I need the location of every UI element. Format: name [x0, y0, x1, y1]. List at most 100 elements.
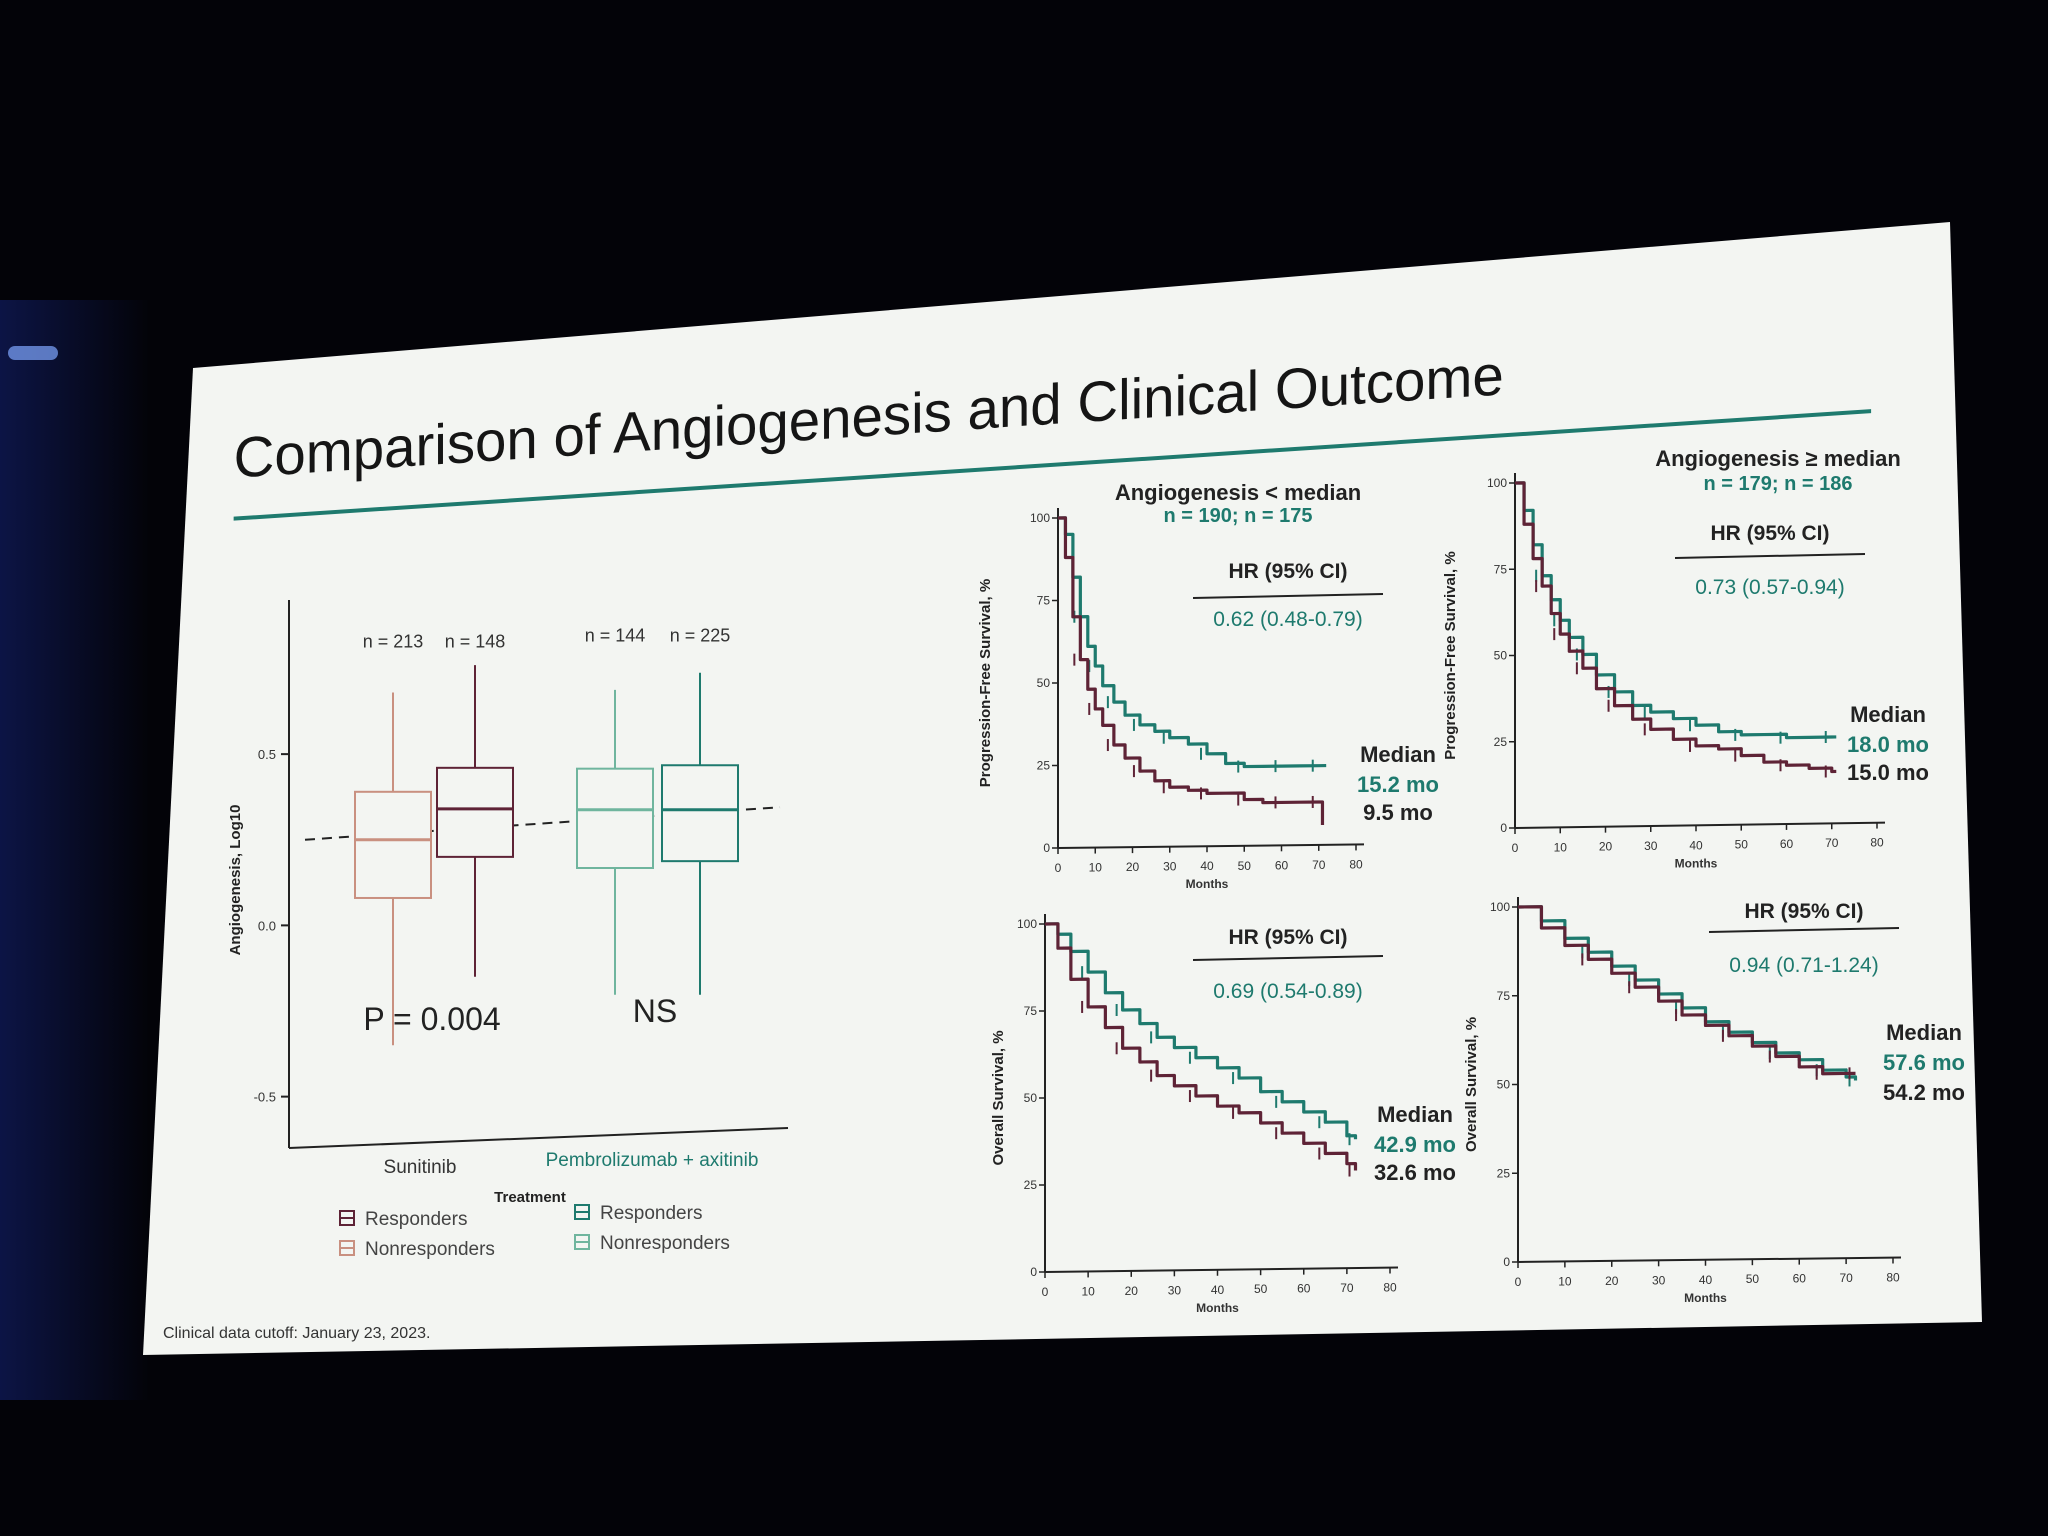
- hr-divider: [1192, 593, 1384, 599]
- box-responders-pembro: n = 144: [576, 626, 654, 995]
- km-x-tick-label: 70: [1839, 1271, 1853, 1285]
- km-x-tick-label: 40: [1211, 1283, 1225, 1297]
- km-x-tick-label: 80: [1383, 1281, 1397, 1295]
- km-x-tick-label: 80: [1870, 836, 1884, 850]
- km-x-tick-label: 30: [1163, 860, 1177, 874]
- km-x-tick-label: 0: [1042, 1285, 1049, 1299]
- km-x-label: Months: [1186, 877, 1229, 891]
- km-panel-2: 0 10 20 30 40 50 60 70 80 100 75 50 25 0 Months Progres…: [1442, 446, 1929, 870]
- km-curve-teal: [1517, 905, 1858, 1081]
- km-y-tick-label: 0: [1043, 841, 1050, 855]
- km-y-tick-label: 50: [1037, 676, 1051, 690]
- y-tick-label: 0.5: [258, 747, 276, 762]
- median-value-maroon: 9.5 mo: [1363, 800, 1433, 825]
- km-x-tick-label: 40: [1699, 1273, 1713, 1287]
- box-n-label: n = 213: [363, 632, 424, 652]
- km-x-tick-label: 50: [1254, 1282, 1268, 1296]
- hr-label: HR (95% CI): [1710, 522, 1829, 545]
- legend-item-responders: Responders: [574, 1203, 702, 1224]
- median-value-teal: 57.6 mo: [1883, 1050, 1965, 1075]
- hr-divider: [1708, 927, 1900, 933]
- km-panel-n: n = 190; n = 175: [1164, 505, 1313, 527]
- km-y-tick-label: 0: [1503, 1255, 1510, 1269]
- km-x-axis: [1044, 1266, 1399, 1273]
- km-y-tick-label: 50: [1494, 649, 1508, 663]
- km-x-tick-label: 10: [1089, 861, 1103, 875]
- stage-background-light: [0, 300, 150, 1400]
- km-panel-3: 0 10 20 30 40 50 60 70 80 100 75 50 25 0 Months Overall…: [990, 914, 1456, 1315]
- y-tick-label: 0.0: [258, 918, 276, 933]
- km-x-tick-label: 50: [1238, 859, 1252, 873]
- legend-item-responders: Responders: [339, 1209, 467, 1230]
- km-x-label: Months: [1684, 1291, 1727, 1305]
- hr-label: HR (95% CI): [1228, 926, 1347, 949]
- km-y-tick-label: 0: [1030, 1265, 1037, 1279]
- km-x-tick-label: 50: [1746, 1272, 1760, 1286]
- legend-item-nonresponders: Nonresponders: [574, 1233, 730, 1254]
- hr-divider: [1674, 553, 1866, 559]
- median-value-teal: 42.9 mo: [1374, 1132, 1456, 1157]
- km-x-tick-label: 30: [1644, 839, 1658, 853]
- median-value-teal: 15.2 mo: [1357, 772, 1439, 797]
- boxplot-panel: Angiogenesis, Log10 0.5 0.0 -0.5 n = 213 n …: [227, 600, 789, 1260]
- km-x-tick-label: 0: [1515, 1275, 1522, 1289]
- km-y-tick-label: 75: [1024, 1004, 1038, 1018]
- p-value-sunitinib: P = 0.004: [363, 1001, 500, 1037]
- km-x-label: Months: [1675, 856, 1718, 870]
- legend-item-nonresponders: Nonresponders: [339, 1239, 495, 1260]
- km-y-label: Overall Survival, %: [1463, 1017, 1480, 1152]
- km-curve-teal: [1044, 922, 1358, 1140]
- km-x-tick-label: 30: [1168, 1283, 1182, 1297]
- legend-label: Nonresponders: [600, 1233, 730, 1254]
- category-sunitinib: Sunitinib: [384, 1157, 457, 1178]
- hr-value: 0.73 (0.57-0.94): [1695, 576, 1844, 599]
- km-x-tick-label: 20: [1605, 1274, 1619, 1288]
- km-x-axis: [1517, 1256, 1902, 1263]
- km-x-tick-label: 60: [1793, 1272, 1807, 1286]
- km-x-axis: [1514, 821, 1886, 829]
- km-curve-maroon: [1517, 905, 1856, 1076]
- hr-divider: [1192, 955, 1384, 961]
- box-nonresponders-sunitinib: n = 213: [354, 632, 432, 1046]
- slide-screen: [143, 222, 1982, 1355]
- box-n-label: n = 144: [585, 626, 646, 646]
- km-y-tick-label: 50: [1497, 1078, 1511, 1092]
- km-curve-maroon: [1514, 481, 1837, 774]
- km-x-tick-label: 70: [1312, 858, 1326, 872]
- km-panel-header: Angiogenesis < median: [1115, 480, 1361, 505]
- footnote: Clinical data cutoff: January 23, 2023.: [163, 1325, 430, 1342]
- median-label: Median: [1360, 742, 1436, 767]
- median-label: Median: [1377, 1102, 1453, 1127]
- km-x-tick-label: 10: [1081, 1284, 1095, 1298]
- km-x-tick-label: 10: [1558, 1274, 1572, 1288]
- km-y-tick-label: 25: [1024, 1178, 1038, 1192]
- box-responders-sunitinib: n = 148: [436, 632, 514, 977]
- stage-led: [8, 346, 58, 360]
- km-x-tick-label: 50: [1735, 838, 1749, 852]
- median-value-maroon: 15.0 mo: [1847, 760, 1929, 785]
- title-underline: [233, 409, 1872, 521]
- km-x-tick-label: 40: [1200, 859, 1214, 873]
- km-curve-maroon: [1057, 516, 1325, 826]
- km-x-tick-label: 30: [1652, 1273, 1666, 1287]
- km-x-tick-label: 60: [1297, 1282, 1311, 1296]
- km-y-tick-label: 75: [1497, 989, 1511, 1003]
- km-y-label: Progression-Free Survival, %: [1442, 551, 1459, 759]
- km-y-label: Overall Survival, %: [990, 1030, 1007, 1165]
- km-panel-4: 0 10 20 30 40 50 60 70 80 100 75 50 25 0 Months Overall…: [1463, 897, 1965, 1305]
- boxplot-legend: Responders Nonresponders Responders Nonresp…: [339, 1203, 730, 1260]
- median-value-teal: 18.0 mo: [1847, 732, 1929, 757]
- x-axis: [288, 1127, 789, 1149]
- hr-label: HR (95% CI): [1744, 900, 1863, 923]
- y-axis-label: Angiogenesis, Log10: [227, 805, 244, 956]
- km-x-tick-label: 20: [1125, 1284, 1139, 1298]
- km-x-tick-label: 40: [1689, 838, 1703, 852]
- box-n-label: n = 225: [670, 626, 731, 646]
- km-y-tick-label: 25: [1037, 759, 1051, 773]
- legend-label: Responders: [365, 1209, 467, 1230]
- hr-value: 0.94 (0.71-1.24): [1729, 954, 1878, 977]
- km-x-tick-label: 60: [1275, 858, 1289, 872]
- km-y-tick-label: 25: [1497, 1166, 1511, 1180]
- p-value-pembro: NS: [633, 993, 677, 1029]
- category-pembrolizumab-axitinib: Pembrolizumab + axitinib: [546, 1150, 759, 1171]
